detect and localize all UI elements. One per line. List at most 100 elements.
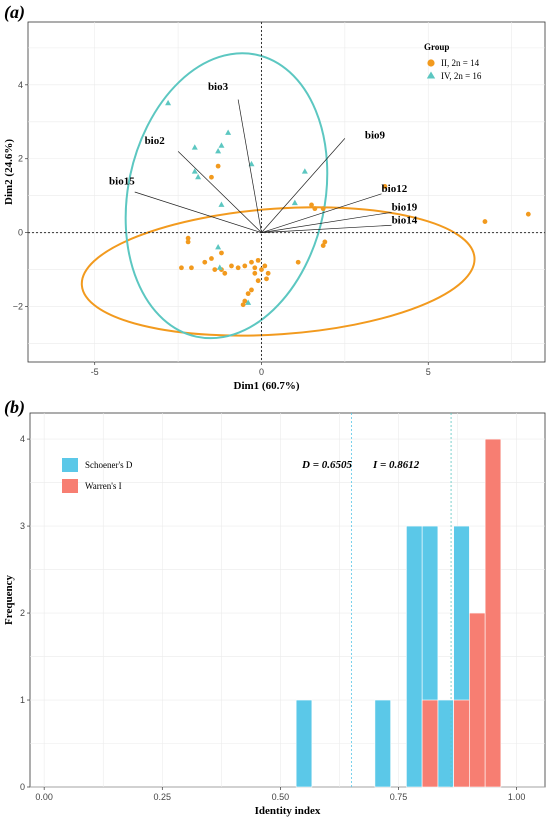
data-point-group-ii [252,270,258,276]
data-point-group-ii [209,256,214,261]
vector-label-bio15: bio15 [109,175,135,187]
y-tick-label: 3 [20,521,25,531]
legend-marker-triangle [426,71,436,79]
data-point-group-ii [249,259,254,265]
x-tick-label: 0.75 [390,792,408,802]
vector-bio14 [261,224,392,234]
data-point-group-ii [382,184,388,189]
data-point-group-ii [179,265,184,271]
data-point-group-iv [248,160,255,167]
data-point-group-ii [482,219,488,224]
data-point-group-ii [262,263,268,269]
y-tick-label: 1 [20,695,25,705]
legend: Group II, 2n = 14 IV, 2n = 16 [424,42,482,81]
data-point-group-iv [218,142,225,148]
data-point-group-ii [320,206,326,212]
data-point-group-ii [235,265,241,271]
data-point-group-ii [209,174,214,180]
data-point-group-ii [212,267,218,273]
y-tick-label: 2 [20,608,25,618]
pca-biplot-panel: (a) bio3 bio2 bio15 bio9 bio12 bio19 bio14 -5 0… [0,0,550,395]
x-tick-label: 5 [426,367,431,377]
vector-bio12 [261,193,382,233]
data-point-group-iv [191,168,198,174]
y-tick-label: −2 [13,302,23,312]
data-point-group-iv [216,264,223,270]
vector-label-bio9: bio9 [365,129,386,141]
legend-label-group-iv: IV, 2n = 16 [441,71,482,81]
data-point-group-ii [252,265,258,271]
vector-label-bio12: bio12 [382,183,408,195]
vector-bio2 [177,151,262,233]
y-axis-title: Dim2 (24.6%) [3,139,15,205]
data-point-group-iv [301,168,308,174]
x-tick-label: 0 [259,367,264,377]
x-tick-label: -5 [91,367,99,377]
vector-label-bio19: bio19 [392,201,418,213]
confidence-ellipses [80,52,476,340]
data-point-group-ii [185,239,191,245]
x-tick-label: 0.50 [272,792,290,802]
data-point-group-ii [322,239,328,245]
data-point-group-ii [219,250,224,256]
bar-warren [469,612,486,788]
data-point-group-ii [245,291,251,297]
data-point-group-ii [525,211,531,217]
y-tick-label: 0 [18,228,23,238]
data-point-group-ii [249,287,254,293]
identity-histogram-chart: (b) 0.00 0.25 0.50 0.75 1.00 0 1 2 3 4 Identity i… [3,397,546,817]
data-points [165,99,531,308]
data-point-group-ii [264,276,269,282]
vector-bio9 [261,138,346,233]
x-axis-title: Identity index [255,805,321,817]
axis-ticks: -5 0 5 −2 0 2 4 [13,80,431,377]
data-point-group-ii [240,302,246,308]
data-point-group-ii [185,235,191,241]
data-point-group-ii [259,267,264,273]
data-point-group-ii [222,270,228,276]
y-tick-label: 4 [18,80,23,90]
x-axis-title: Dim1 (60.7%) [234,380,300,392]
data-point-group-ii [255,257,261,263]
legend-swatch-schoener [62,458,78,472]
data-point-group-ii [242,263,248,269]
data-point-group-iv [291,199,298,206]
y-tick-label: 2 [18,154,23,164]
data-point-group-iv [165,99,172,106]
data-point-group-ii [295,259,301,265]
bar-warren [421,699,439,788]
data-point-group-ii [265,270,271,276]
data-point-group-iv [215,244,222,250]
identity-histogram-panel: (b) 0.00 0.25 0.50 0.75 1.00 0 1 2 3 4 Identity i… [0,395,550,826]
vector-label-bio3: bio3 [208,81,229,93]
data-point-group-ii [189,265,194,271]
data-point-group-iv [225,129,232,135]
legend-marker-circle [427,59,435,67]
legend-label-schoener: Schoener's D [85,460,133,470]
x-tick-label: 0.25 [154,792,172,802]
panel-label-a: (a) [4,2,25,23]
data-point-group-iv [195,173,202,180]
legend-title: Group [424,42,449,52]
legend-label-group-ii: II, 2n = 14 [441,58,480,68]
data-point-group-ii [229,263,234,269]
confidence-ellipse [124,52,329,340]
zero-lines [28,22,545,362]
vector-label-bio2: bio2 [145,135,166,147]
vector-bio19 [261,211,392,233]
panel-label-b: (b) [4,397,25,418]
plot-frame [27,21,546,363]
data-point-group-ii [202,259,208,265]
vector-bio3 [237,99,262,233]
data-point-group-ii [242,298,248,304]
x-tick-label: 0.00 [35,792,53,802]
data-point-group-ii [215,163,221,169]
data-point-group-iv [218,201,225,207]
axis-ticks: 0.00 0.25 0.50 0.75 1.00 0 1 2 3 4 [20,434,525,802]
bar-warren [484,438,502,788]
confidence-ellipse [80,206,476,337]
bar-schoener [295,699,313,788]
data-point-group-ii [312,206,318,212]
x-tick-label: 1.00 [508,792,526,802]
data-point-group-iv [215,147,222,154]
